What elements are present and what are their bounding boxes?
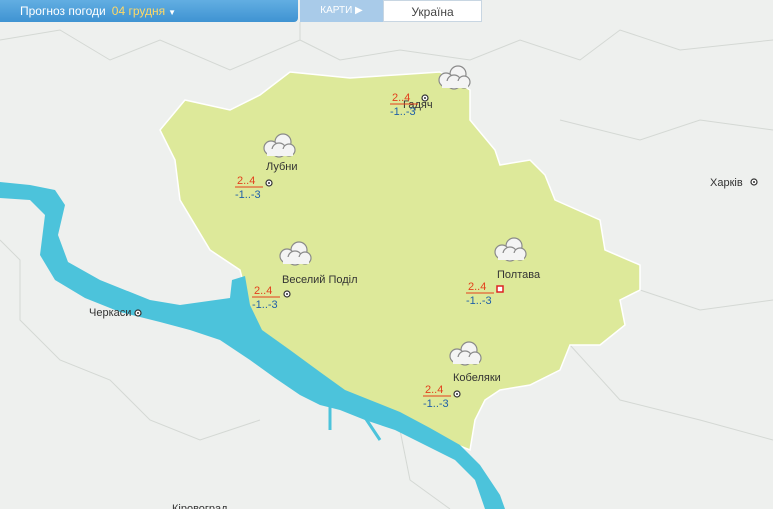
city-name: Лубни: [266, 161, 298, 173]
city-name: Гадяч: [403, 99, 433, 111]
city-name: Харків: [710, 177, 743, 189]
cloud-icon: [438, 65, 471, 90]
caret: ▼: [168, 8, 177, 17]
night-temp: -1..-3: [252, 299, 278, 311]
poltava-region: [159, 71, 641, 452]
title: Прогноз погоди: [20, 4, 106, 18]
night-temp: -1..-3: [235, 189, 261, 201]
city-name: Веселий Поділ: [282, 274, 358, 286]
city-name: Кіровоград: [172, 503, 228, 509]
city-marker-dot: [456, 393, 458, 395]
maps-label: КАРТИ: [320, 5, 353, 16]
day-temp: 2..4: [254, 285, 272, 297]
cloud-icon: [494, 237, 527, 262]
cloud-icon: [449, 341, 482, 366]
cloud-base: [283, 257, 309, 264]
maps-tab[interactable]: КАРТИ ▶: [300, 0, 383, 22]
city-name: Кобеляки: [453, 372, 501, 384]
city-marker-dot: [424, 97, 426, 99]
day-temp: 2..4: [425, 384, 443, 396]
day-temp: 2..4: [237, 175, 255, 187]
city-marker-dot: [268, 182, 270, 184]
city-marker-dot: [286, 293, 288, 295]
city-name: Черкаси: [89, 307, 131, 319]
cloud-base: [453, 357, 479, 364]
cloud-icon: [279, 241, 312, 266]
ukraine-tab[interactable]: Україна: [383, 0, 482, 22]
city-marker-dot: [753, 181, 755, 183]
cloud-base: [498, 253, 524, 260]
night-temp: -1..-3: [466, 295, 492, 307]
day-temp: 2..4: [468, 281, 486, 293]
city-marker-dot: [137, 312, 139, 314]
cloud-base: [267, 149, 293, 156]
header: Прогноз погоди 04 грудня ▼ КАРТИ ▶ Україна: [0, 0, 773, 22]
date-select[interactable]: 04 грудня: [111, 4, 166, 18]
forecast-tab[interactable]: Прогноз погоди 04 грудня ▼: [0, 0, 298, 22]
river-tributary: [328, 400, 382, 441]
dnipro-river: [0, 182, 505, 509]
borders: [0, 22, 773, 509]
city-marker: [496, 285, 504, 293]
city-name: Полтава: [497, 269, 541, 281]
night-temp: -1..-3: [423, 398, 449, 410]
cloud-icon: [263, 133, 296, 158]
night-temp: -1..-3: [390, 106, 416, 118]
day-temp: 2..4: [392, 92, 410, 104]
cloud-base: [442, 81, 468, 88]
